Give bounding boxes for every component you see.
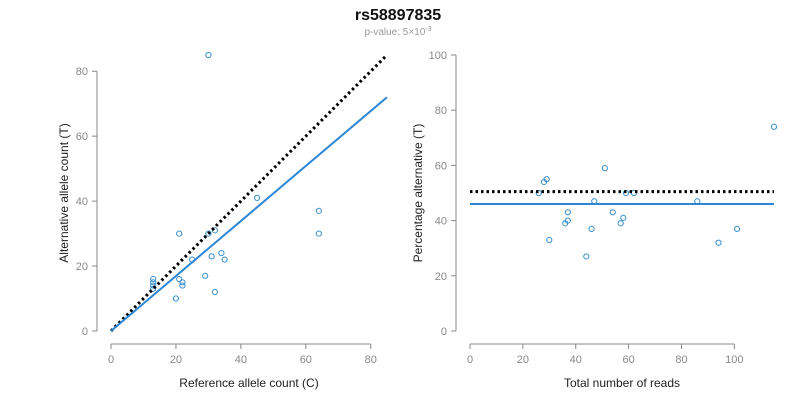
data-point xyxy=(150,279,157,286)
x-tick-label: 40 xyxy=(570,354,582,366)
y-axis-label: Percentage alternative (T) xyxy=(411,124,425,263)
x-tick-label: 60 xyxy=(622,354,634,366)
x-tick-label: 80 xyxy=(675,354,687,366)
data-point xyxy=(546,236,553,244)
x-tick-label: 20 xyxy=(170,354,182,366)
right-panel-scatter: 0 20 40 60 80 100 0 20 40 60 80 100 Total number of … xyxy=(411,50,778,390)
data-point xyxy=(211,227,219,234)
p-value-exponent: -3 xyxy=(425,26,431,33)
data-point xyxy=(617,220,624,227)
x-tick-label: 80 xyxy=(365,354,377,366)
data-point xyxy=(176,230,183,237)
chart-title: rs58897835 xyxy=(355,7,441,24)
y-tick-label: 80 xyxy=(435,105,447,117)
y-tick-label: 0 xyxy=(82,326,88,338)
data-point xyxy=(609,209,616,216)
data-point xyxy=(179,282,186,289)
x-tick-label: 0 xyxy=(467,354,473,366)
y-tick-label: 60 xyxy=(435,160,447,172)
data-point xyxy=(315,207,322,214)
x-tick-label: 100 xyxy=(725,354,743,366)
data-point xyxy=(588,225,595,232)
left-panel-scatter: 0 20 40 60 80 0 20 40 60 80 Reference allele count… xyxy=(57,51,389,390)
data-point xyxy=(543,176,550,183)
data-point xyxy=(176,275,183,283)
y-tick-label: 20 xyxy=(76,261,88,273)
data-point xyxy=(254,194,261,201)
data-point xyxy=(172,295,180,302)
y-axis-label: Alternative allele count (T) xyxy=(57,123,71,262)
x-tick-label: 40 xyxy=(235,354,247,366)
data-point xyxy=(179,279,186,286)
y-tick-label: 40 xyxy=(435,216,447,228)
data-point xyxy=(150,282,157,289)
data-point xyxy=(715,239,722,246)
data-point xyxy=(150,285,157,292)
data-point xyxy=(620,214,627,221)
chart-subtitle: p-value: 5×10-3 xyxy=(364,26,431,38)
data-point xyxy=(564,209,571,216)
data-point xyxy=(601,165,608,172)
y-tick-label: 0 xyxy=(441,326,447,338)
data-point xyxy=(221,256,228,263)
data-point xyxy=(315,230,322,237)
data-point xyxy=(770,123,778,130)
y-tick-label: 80 xyxy=(76,66,88,78)
data-point xyxy=(205,51,212,59)
fitted-ratio-line xyxy=(110,96,388,332)
y-tick-label: 100 xyxy=(429,50,447,62)
data-point xyxy=(733,225,741,232)
data-point xyxy=(564,217,571,224)
p-value-text: p-value: 5×10 xyxy=(364,27,425,38)
data-point xyxy=(211,288,219,296)
x-tick-label: 0 xyxy=(108,354,114,366)
x-axis-label: Total number of reads xyxy=(564,376,680,390)
data-point xyxy=(208,253,215,260)
x-axis-label: Reference allele count (C) xyxy=(179,376,318,390)
data-point xyxy=(205,230,212,237)
y-tick-label: 20 xyxy=(435,271,447,283)
expected-ratio-line xyxy=(109,53,389,333)
data-point xyxy=(150,275,157,283)
y-tick-label: 60 xyxy=(76,131,88,143)
data-point xyxy=(218,249,225,257)
y-tick-label: 40 xyxy=(76,196,88,208)
data-point xyxy=(202,272,209,279)
data-point xyxy=(583,253,590,260)
x-tick-label: 20 xyxy=(517,354,529,366)
x-tick-label: 60 xyxy=(300,354,312,366)
